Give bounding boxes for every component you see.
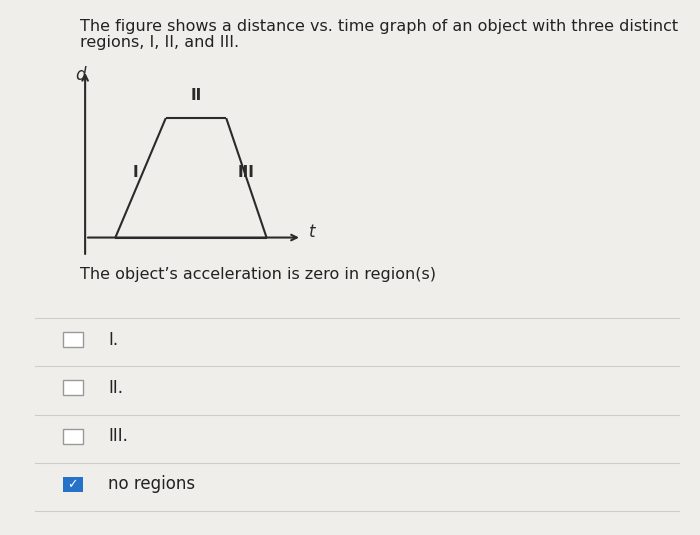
Text: regions, I, II, and III.: regions, I, II, and III. xyxy=(80,35,239,50)
Text: III: III xyxy=(238,165,255,180)
Text: III.: III. xyxy=(108,427,128,445)
Text: t: t xyxy=(309,223,316,241)
Text: d: d xyxy=(75,66,85,84)
Text: no regions: no regions xyxy=(108,475,195,493)
Text: II: II xyxy=(190,88,202,103)
Text: I.: I. xyxy=(108,331,118,349)
Text: The figure shows a distance vs. time graph of an object with three distinct: The figure shows a distance vs. time gra… xyxy=(80,19,678,34)
Text: I: I xyxy=(133,165,139,180)
Text: II.: II. xyxy=(108,379,123,397)
Text: ✓: ✓ xyxy=(67,478,78,491)
Text: The object’s acceleration is zero in region(s): The object’s acceleration is zero in reg… xyxy=(80,268,437,282)
